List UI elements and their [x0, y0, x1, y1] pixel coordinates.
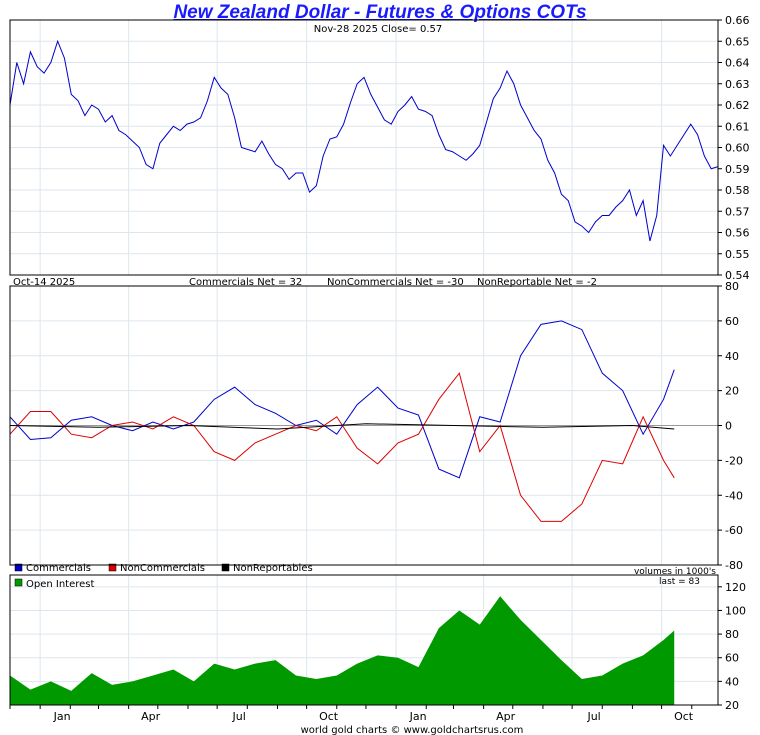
net-line-noncommercials [9, 372, 675, 522]
legend-swatch [108, 563, 117, 572]
x-tick-label: Apr [141, 710, 161, 723]
x-tick-label: Apr [496, 710, 516, 723]
y-tick-label: 80 [725, 280, 739, 293]
y-tick-label: 20 [725, 385, 739, 398]
y-tick-label: 0.66 [725, 14, 750, 27]
x-tick-label: Jul [586, 710, 600, 723]
y-tick-label: 0.57 [725, 205, 750, 218]
y-tick-label: 0.58 [725, 184, 750, 197]
y-tick-label: 0.56 [725, 227, 750, 240]
panel-frame [9, 19, 719, 276]
x-tick-label: Oct [319, 710, 339, 723]
y-tick-label: 0 [725, 420, 732, 433]
y-tick-label: 0.65 [725, 35, 750, 48]
y-tick-label: 120 [725, 581, 746, 594]
y-tick-label: -60 [725, 524, 743, 537]
net-line-nonreportables [9, 423, 675, 430]
legend-label: NonCommercials [120, 563, 205, 574]
price-line [9, 39, 719, 242]
y-tick-label: 80 [725, 628, 739, 641]
y-tick-label: -80 [725, 559, 743, 572]
y-tick-label: 40 [725, 350, 739, 363]
y-tick-label: 40 [725, 675, 739, 688]
panel-frame [9, 285, 719, 566]
x-tick-label: Jan [409, 710, 427, 723]
legend-swatch [14, 563, 23, 572]
y-tick-label: 60 [725, 652, 739, 665]
y-tick-label: 0.64 [725, 57, 750, 70]
net-line-commercials [9, 320, 675, 479]
chart-title: New Zealand Dollar - Futures & Options C… [173, 2, 587, 23]
y-tick-label: 0.62 [725, 99, 750, 112]
y-tick-label: -20 [725, 454, 743, 467]
x-tick-label: Jul [232, 710, 246, 723]
y-tick-label: 0.60 [725, 142, 750, 155]
cot-date-caption: Oct-14 2025 [13, 277, 75, 288]
last-value-label: last = 83 [659, 577, 700, 587]
y-tick-label: 0.59 [725, 163, 750, 176]
legend-swatch [14, 578, 23, 587]
legend-swatch [221, 563, 230, 572]
net-label: Commercials Net = 32 [189, 277, 302, 288]
net-label: NonCommercials Net = -30 [327, 277, 464, 288]
y-tick-label: 60 [725, 315, 739, 328]
y-tick-label: 100 [725, 604, 746, 617]
panel-frame [9, 574, 719, 706]
y-tick-label: -40 [725, 489, 743, 502]
x-tick-label: Oct [674, 710, 694, 723]
y-tick-label: 0.55 [725, 248, 750, 261]
units-note: volumes in 1000's [634, 567, 716, 577]
y-tick-label: 0.61 [725, 120, 750, 133]
net-label: NonReportable Net = -2 [477, 277, 597, 288]
y-tick-label: 20 [725, 699, 739, 712]
price-caption: Nov-28 2025 Close= 0.57 [314, 24, 442, 35]
legend-label: NonReportables [233, 563, 313, 574]
legend-label: Commercials [26, 563, 91, 574]
footer-credit: world gold charts © www.goldchartsrus.co… [301, 725, 524, 735]
y-tick-label: 0.63 [725, 78, 750, 91]
open-interest-area [10, 596, 675, 705]
y-tick-label: 0.54 [725, 269, 750, 282]
x-tick-label: Jan [53, 710, 71, 723]
legend-label: Open Interest [26, 579, 95, 590]
